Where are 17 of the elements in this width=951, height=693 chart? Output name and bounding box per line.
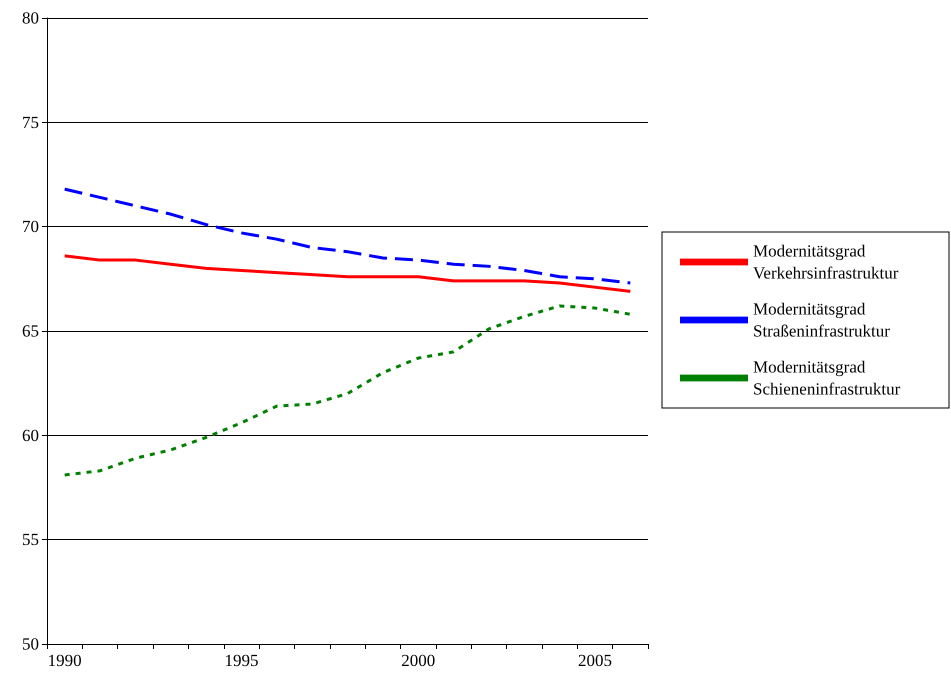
x-tick-label: 2000 bbox=[401, 651, 436, 670]
y-tick-label: 60 bbox=[22, 426, 39, 445]
x-tick-label: 2005 bbox=[578, 651, 612, 670]
y-tick-label: 70 bbox=[22, 217, 39, 236]
y-tick-label: 50 bbox=[22, 634, 39, 654]
line-series bbox=[63, 188, 632, 285]
x-tick-label: 1990 bbox=[48, 651, 82, 670]
legend-label: Modernitätsgrad Schieneninfrastruktur bbox=[753, 358, 901, 398]
y-tick-label: 80 bbox=[22, 8, 39, 28]
x-tick-label: 1995 bbox=[224, 651, 258, 670]
y-tick-label: 55 bbox=[22, 530, 39, 550]
legend-label: Modernitätsgrad Straßeninfrastruktur bbox=[753, 300, 890, 340]
y-tick-label: 75 bbox=[22, 112, 39, 132]
legend-label: Modernitätsgrad Verkehrsinfrastruktur bbox=[753, 242, 899, 282]
line-series bbox=[63, 254, 632, 293]
line-series bbox=[63, 304, 632, 476]
y-tick-label: 65 bbox=[22, 322, 39, 340]
